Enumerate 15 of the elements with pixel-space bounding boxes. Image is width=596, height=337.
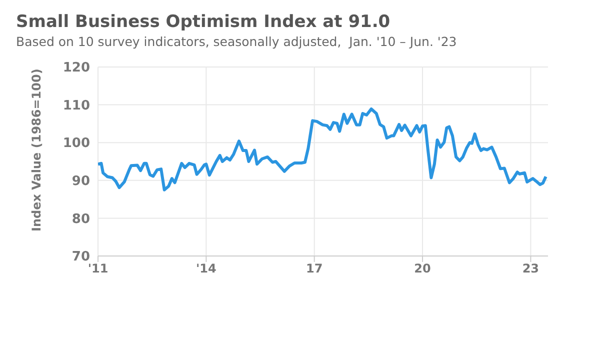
y-tick-label: 70 <box>72 250 90 265</box>
y-tick-label: 100 <box>62 136 90 152</box>
x-tick-label: '11 <box>88 262 108 276</box>
y-tick-label: 80 <box>72 212 90 227</box>
x-tick-label: 17 <box>306 262 323 276</box>
x-tick-label: 23 <box>522 262 540 276</box>
chart-title: Small Business Optimism Index at 91.0 <box>16 12 390 32</box>
y-tick-label: 90 <box>72 174 90 190</box>
y-tick-label: 110 <box>62 98 90 114</box>
x-tick-label: 20 <box>414 262 431 276</box>
line-series <box>98 107 548 192</box>
x-tick-label: '14 <box>196 262 216 276</box>
y-axis-title: Index Value (1986=100) <box>29 68 44 232</box>
chart-subtitle: Based on 10 survey indicators, seasonally adjusted, Jan. '10 – Jun. '23 <box>16 34 457 49</box>
y-tick-label: 120 <box>62 60 90 76</box>
